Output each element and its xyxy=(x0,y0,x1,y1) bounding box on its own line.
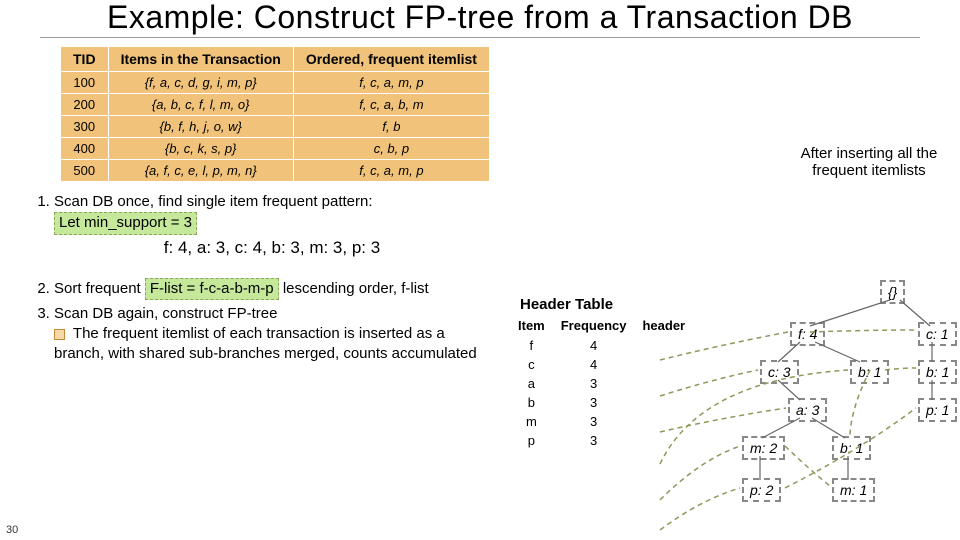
table-row: c xyxy=(510,355,553,374)
table-row: 500 xyxy=(61,160,109,182)
tree-node-c1r: c: 1 xyxy=(918,322,957,346)
freq-formula: f: 4, a: 3, c: 4, b: 3, m: 3, p: 3 xyxy=(54,237,490,260)
table-row: p xyxy=(510,431,553,450)
transaction-table: TID Items in the Transaction Ordered, fr… xyxy=(60,46,490,182)
table-row xyxy=(634,355,693,374)
table-row: 200 xyxy=(61,94,109,116)
table-row: {b, c, k, s, p} xyxy=(108,138,293,160)
tree-node-a3: a: 3 xyxy=(788,398,827,422)
min-support-highlight: Let min_support = 3 xyxy=(54,212,197,234)
tree-node-b1c: b: 1 xyxy=(832,436,871,460)
tree-node-p1r: p: 1 xyxy=(918,398,957,422)
step2-a: Sort frequent xyxy=(54,280,141,297)
tree-node-p2: p: 2 xyxy=(742,478,781,502)
table-row: m xyxy=(510,412,553,431)
step-2: Sort frequent F-list = f-c-a-b-m-p lesce… xyxy=(54,278,490,300)
th-items: Items in the Transaction xyxy=(108,47,293,72)
step-1: Scan DB once, find single item frequent … xyxy=(54,192,490,259)
divider xyxy=(40,37,920,38)
table-row: a xyxy=(510,374,553,393)
table-row: f, b xyxy=(293,116,489,138)
table-row: f, c, a, m, p xyxy=(293,72,489,94)
table-row xyxy=(634,431,693,450)
table-row xyxy=(634,412,693,431)
table-row xyxy=(634,336,693,355)
th-ordered: Ordered, frequent itemlist xyxy=(293,47,489,72)
step2-b: lescending order, f-list xyxy=(283,280,429,297)
header-table-title: Header Table xyxy=(520,296,613,313)
table-row: b xyxy=(510,393,553,412)
tree-node-b1a: b: 1 xyxy=(850,360,889,384)
step3-text: Scan DB again, construct FP-tree xyxy=(54,305,277,322)
table-row: {a, f, c, e, l, p, m, n} xyxy=(108,160,293,182)
table-row: {f, a, c, d, g, i, m, p} xyxy=(108,72,293,94)
tree-root: {} xyxy=(880,280,905,304)
step1-text: Scan DB once, find single item frequent … xyxy=(54,193,373,210)
ht-col-item: Item xyxy=(510,315,553,336)
table-row xyxy=(634,374,693,393)
table-row: 3 xyxy=(553,431,635,450)
table-row: 400 xyxy=(61,138,109,160)
ht-col-header: header xyxy=(634,315,693,336)
table-row: f, c, a, m, p xyxy=(293,160,489,182)
aside-note: After inserting all the frequent itemlis… xyxy=(784,145,954,179)
table-row: {a, b, c, f, l, m, o} xyxy=(108,94,293,116)
table-row: f, c, a, b, m xyxy=(293,94,489,116)
step-3: Scan DB again, construct FP-tree The fre… xyxy=(54,304,490,365)
table-row: c, b, p xyxy=(293,138,489,160)
tree-node-m1: m: 1 xyxy=(832,478,875,502)
tree-node-c3: c: 3 xyxy=(760,360,799,384)
th-tid: TID xyxy=(61,47,109,72)
table-row: 4 xyxy=(553,355,635,374)
table-row: f xyxy=(510,336,553,355)
table-row: 300 xyxy=(61,116,109,138)
flist-highlight: F-list = f-c-a-b-m-p xyxy=(145,278,279,300)
bullet-icon xyxy=(54,329,65,340)
header-table: Item Frequency header f4c4a3b3m3p3 xyxy=(510,315,693,450)
table-row xyxy=(634,393,693,412)
table-row: {b, f, h, j, o, w} xyxy=(108,116,293,138)
tree-node-f4: f: 4 xyxy=(790,322,825,346)
slide-title: Example: Construct FP-tree from a Transa… xyxy=(0,0,960,35)
page-number: 30 xyxy=(6,524,18,536)
table-row: 4 xyxy=(553,336,635,355)
table-row: 100 xyxy=(61,72,109,94)
table-row: 3 xyxy=(553,412,635,431)
steps-list: Scan DB once, find single item frequent … xyxy=(30,192,490,364)
tree-node-b1r: b: 1 xyxy=(918,360,957,384)
tree-node-m2: m: 2 xyxy=(742,436,785,460)
table-row: 3 xyxy=(553,374,635,393)
table-row: 3 xyxy=(553,393,635,412)
ht-col-freq: Frequency xyxy=(553,315,635,336)
step3-sub: The frequent itemlist of each transactio… xyxy=(54,325,477,362)
